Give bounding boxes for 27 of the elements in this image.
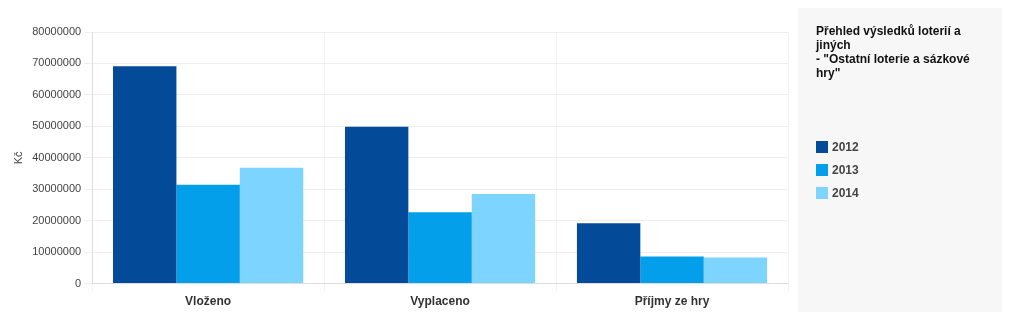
bar (113, 66, 177, 284)
y-tick-label: 20000000 (32, 213, 82, 226)
bar (239, 167, 304, 284)
x-tick-label: Vloženo (185, 294, 232, 309)
y-tick-label: 10000000 (32, 245, 82, 258)
x-tick-label: Příjmy ze hry (634, 294, 710, 309)
bar (576, 223, 641, 284)
legend-label: 2014 (832, 186, 859, 200)
bar (640, 256, 704, 284)
text: Přehled výsledků loterií a jiných (816, 24, 962, 52)
bar (703, 257, 768, 284)
bar (408, 212, 472, 284)
bar (471, 193, 536, 284)
bar (344, 126, 409, 284)
y-axis-title: Kč (11, 150, 24, 165)
y-tick-label: 60000000 (32, 87, 82, 100)
y-tick-label: 0 (75, 276, 82, 289)
legend-label: 2013 (832, 163, 859, 177)
text: - "Ostatní loterie a sázkové hry" (816, 52, 971, 80)
y-tick-label: 40000000 (32, 150, 82, 163)
bar (176, 184, 240, 284)
y-tick-label: 30000000 (32, 182, 82, 195)
x-tick-label: Vyplaceno (410, 294, 470, 309)
y-tick-label: 80000000 (32, 25, 82, 38)
legend-label: 2012 (832, 140, 859, 154)
y-tick-label: 50000000 (32, 119, 82, 132)
y-tick-label: 70000000 (32, 56, 82, 69)
